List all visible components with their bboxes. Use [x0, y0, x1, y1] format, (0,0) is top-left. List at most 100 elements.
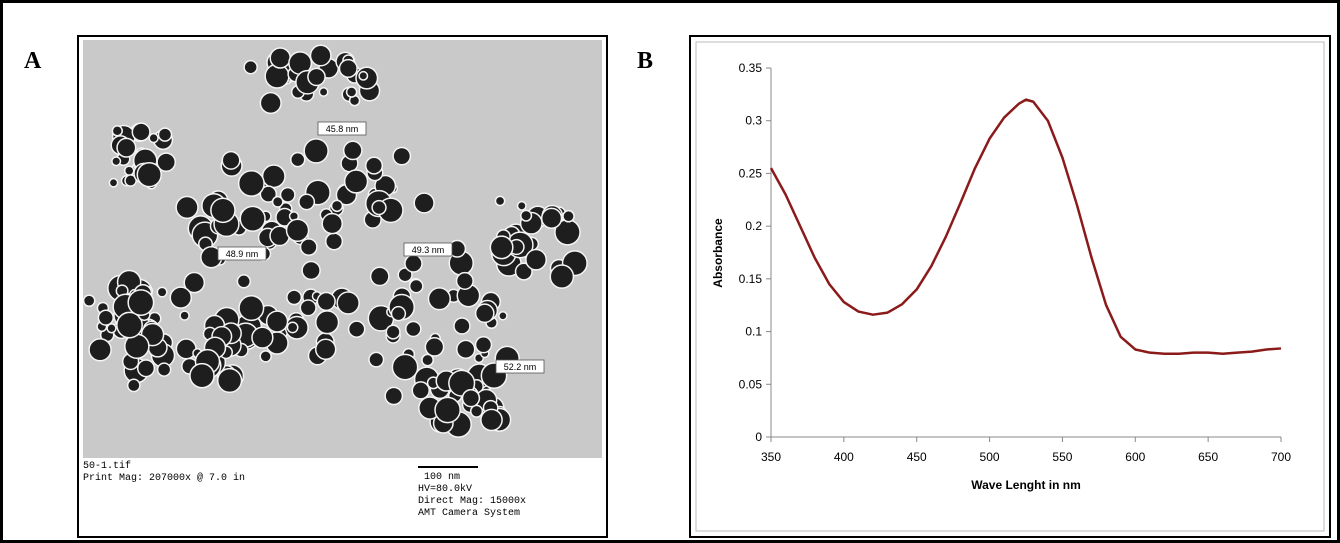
particle [336, 291, 360, 315]
particle [342, 140, 363, 161]
particle [301, 260, 321, 281]
particle [88, 337, 112, 362]
x-tick-label: 700 [1271, 450, 1291, 464]
particle [243, 59, 258, 75]
particle [453, 317, 471, 335]
x-tick-label: 450 [907, 450, 927, 464]
x-tick-label: 550 [1052, 450, 1072, 464]
camera: AMT Camera System [418, 508, 520, 519]
particle [461, 388, 481, 408]
particle [516, 200, 527, 211]
particle [316, 291, 336, 312]
particle [424, 336, 445, 357]
particle [179, 310, 190, 321]
particle [237, 169, 265, 197]
y-tick-label: 0.05 [739, 377, 763, 391]
particle [411, 381, 430, 400]
particle [279, 186, 296, 203]
particle [343, 169, 369, 194]
particle [259, 185, 278, 203]
particle [345, 86, 358, 98]
particle [123, 165, 135, 177]
particle [106, 323, 117, 334]
y-tick-label: 0.35 [739, 61, 763, 75]
particle [520, 209, 533, 222]
particle [405, 320, 422, 338]
measurement: 49.3 nm [412, 245, 445, 255]
particle [221, 150, 241, 170]
measurement-box [403, 242, 453, 257]
particle [338, 58, 358, 79]
measurement-labels: 45.8 nm 48.9 nm 49.3 nm 52.2 nm [217, 121, 545, 374]
particle [299, 299, 317, 317]
y-axis-title: Absorbance [711, 218, 725, 288]
particle [525, 248, 547, 271]
particle [309, 44, 332, 67]
particle [286, 289, 303, 306]
particle [421, 353, 435, 367]
particle [271, 195, 284, 208]
particle [549, 264, 575, 289]
particle [413, 192, 435, 214]
measurement: 45.8 nm [326, 124, 359, 134]
particle [136, 359, 156, 378]
particle [456, 339, 476, 360]
particle [116, 311, 143, 339]
x-tick-label: 600 [1125, 450, 1145, 464]
print-mag: Print Mag: 207000x @ 7.0 in [83, 472, 245, 484]
particle [175, 195, 199, 220]
x-tick-label: 400 [834, 450, 854, 464]
measurement-box [317, 121, 367, 136]
particle [82, 294, 96, 308]
particle [259, 350, 272, 363]
particle [325, 232, 344, 251]
particle [371, 199, 387, 216]
particle [489, 235, 514, 260]
particle [318, 87, 329, 97]
x-tick-label: 650 [1198, 450, 1218, 464]
particle [111, 125, 123, 137]
particle [210, 197, 236, 224]
particles [82, 44, 588, 438]
direct-mag: Direct Mag: 15000x [418, 495, 526, 507]
particle [265, 310, 289, 333]
particle [156, 362, 172, 377]
particle [321, 212, 344, 235]
particle [364, 156, 384, 175]
particle [540, 207, 563, 229]
particle [498, 310, 508, 321]
hv: HV=80.0kV [418, 483, 472, 495]
y-tick-label: 0.3 [745, 114, 762, 128]
particle [562, 209, 575, 223]
particle [384, 386, 404, 406]
particle [126, 378, 141, 393]
y-tick-label: 0.1 [745, 325, 762, 339]
particle [368, 351, 385, 368]
particle [251, 326, 274, 349]
particle [116, 137, 137, 158]
particle [358, 70, 369, 81]
chart-area [695, 41, 1325, 532]
particle [111, 156, 122, 167]
particle [392, 146, 412, 166]
particle [514, 262, 533, 281]
particle [156, 286, 168, 298]
particle [314, 338, 337, 361]
particle [347, 320, 366, 338]
particle [303, 138, 329, 164]
file-name: 50-1.tif [83, 460, 131, 472]
particle [455, 271, 474, 290]
particle [131, 122, 151, 142]
particle [136, 161, 162, 188]
particle [474, 336, 493, 354]
y-tick-label: 0.2 [745, 219, 762, 233]
particle [474, 303, 495, 324]
particle [148, 132, 159, 144]
scale-bar-label: 100 nm [424, 472, 460, 483]
y-tick-label: 0.15 [739, 272, 763, 286]
measurement: 52.2 nm [504, 362, 537, 372]
particle [298, 193, 316, 211]
particle [369, 266, 390, 287]
particle [236, 274, 252, 289]
